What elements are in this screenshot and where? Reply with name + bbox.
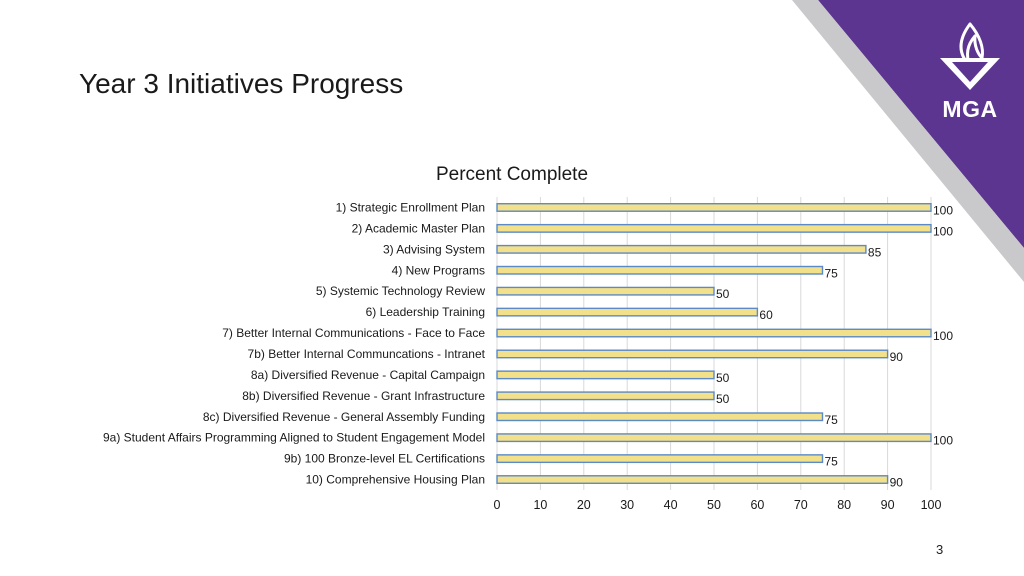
bar (496, 223, 932, 233)
category-label: 9b) 100 Bronze-level EL Certifications (284, 452, 485, 466)
mga-logo: MGA (928, 18, 1012, 128)
x-tick-label: 0 (494, 498, 501, 512)
bar (496, 475, 889, 484)
page-number: 3 (936, 542, 944, 557)
data-label: 50 (716, 371, 730, 385)
category-label: 6) Leadership Training (366, 305, 485, 319)
bar (496, 349, 889, 359)
bar (496, 244, 867, 254)
category-label: 2) Academic Master Plan (352, 221, 485, 235)
bar (496, 412, 824, 422)
data-label: 50 (716, 287, 730, 301)
x-tick-label: 10 (533, 498, 547, 512)
data-label: 100 (933, 434, 953, 448)
category-label: 8a) Diversified Revenue - Capital Campai… (251, 368, 485, 382)
bar (496, 391, 715, 401)
bar (496, 286, 715, 296)
category-label: 3) Advising System (383, 242, 485, 256)
category-label: 10) Comprehensive Housing Plan (306, 473, 485, 487)
x-tick-label: 40 (664, 498, 678, 512)
x-tick-label: 100 (921, 498, 942, 512)
data-label: 60 (759, 308, 773, 322)
bar (496, 265, 824, 275)
x-tick-label: 90 (881, 498, 895, 512)
category-label: 1) Strategic Enrollment Plan (336, 200, 485, 214)
category-label: 7b) Better Internal Communcations - Intr… (248, 347, 486, 361)
data-label: 75 (825, 413, 839, 427)
bar (496, 203, 932, 212)
data-label: 85 (868, 245, 882, 259)
category-label: 7) Better Internal Communications - Face… (222, 326, 485, 340)
bar (496, 307, 759, 317)
logo-text: MGA (942, 96, 998, 122)
data-label: 75 (825, 266, 839, 280)
bar (496, 370, 715, 380)
category-label: 4) New Programs (392, 263, 485, 277)
data-label: 75 (825, 455, 839, 469)
slide-title: Year 3 Initiatives Progress (79, 68, 404, 99)
bar (496, 433, 932, 443)
category-label: 9a) Student Affairs Programming Aligned … (103, 431, 485, 445)
x-tick-label: 30 (620, 498, 634, 512)
x-tick-label: 70 (794, 498, 808, 512)
data-label: 100 (933, 224, 953, 238)
x-tick-label: 50 (707, 498, 721, 512)
category-label: 5) Systemic Technology Review (316, 284, 486, 298)
data-label: 50 (716, 392, 730, 406)
chart-title: Percent Complete (436, 164, 588, 185)
flame-in-bowl-icon (940, 22, 1000, 90)
category-label: 8b) Diversified Revenue - Grant Infrastr… (242, 389, 485, 403)
data-label: 100 (933, 203, 953, 217)
bar (496, 328, 932, 338)
bar (496, 454, 824, 464)
category-label: 8c) Diversified Revenue - General Assemb… (203, 410, 485, 424)
data-label: 100 (933, 329, 953, 343)
data-label: 90 (890, 350, 904, 364)
data-label: 90 (890, 476, 904, 490)
x-tick-label: 20 (577, 498, 591, 512)
x-tick-label: 60 (750, 498, 764, 512)
x-tick-label: 80 (837, 498, 851, 512)
